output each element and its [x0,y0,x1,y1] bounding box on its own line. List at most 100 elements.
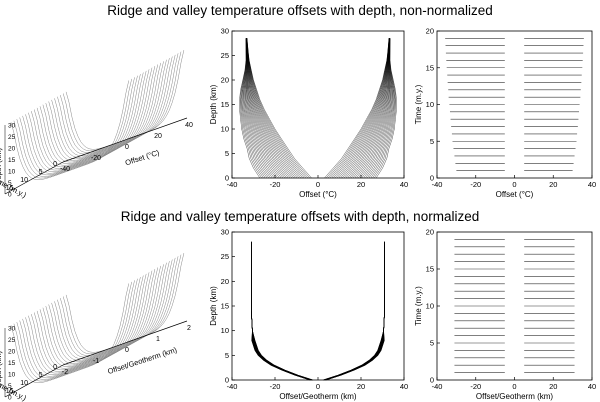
y-tick-label: 15 [221,100,229,109]
depth-tick-label: 20 [8,349,16,356]
x-tick-label: 0 [512,382,516,391]
surface-wire-curve [25,72,144,172]
surface-wire-curve [60,256,179,356]
valley-normalized-curve [251,241,312,381]
y-tick-label: 30 [221,228,229,237]
x-tick-label: 40 [185,122,193,129]
y-tick-label: 15 [221,302,229,311]
valley-normalized-curve [251,241,310,381]
surface-wire-curve [57,257,176,358]
ridge-normalized-curve [324,241,385,381]
surface-wire-curve [48,262,167,363]
x-tick-label: -40 [432,180,443,189]
valley-normalized-curve [251,241,313,381]
time-tick-label: 0 [53,364,57,371]
surface-wire-curve [36,269,156,369]
top-time-offset-plot: -40 -20 0 20 40 0 5 10 15 20 Offset (°C) Time (m.y.… [414,27,596,200]
y-tick-label: 5 [430,137,434,146]
valley-normalized-curve [251,241,311,381]
x-tick-label: 20 [154,133,162,140]
ridge-normalized-curve [323,241,385,381]
y-tick-label: 10 [426,302,434,311]
x-tick-label: -20 [470,382,481,391]
x-tick-label: -40 [60,166,70,173]
depth-tick-label: 5 [8,383,12,390]
x-tick-label: 40 [400,382,408,391]
depth-tick-label: 15 [8,360,16,367]
surface-wire-curve [62,254,182,355]
ridge-normalized-curve [325,241,385,381]
surface-wire-curve [57,54,176,155]
y-tick-label: 15 [426,265,434,274]
x-axis-line [62,117,188,163]
x-axis-line [62,320,188,366]
ridge-offset-curve [365,38,393,179]
depth-tick-label: 10 [8,372,16,379]
depth-tick-label: 0 [8,395,12,402]
x-tick-label: -20 [470,180,481,189]
valley-offset-curve [246,38,291,179]
valley-normalized-curve [251,241,312,381]
ridge-normalized-curve [324,241,385,381]
ridge-offset-curve [340,38,390,179]
time-tick-label: 10 [20,177,28,184]
ridge-offset-curve [345,38,390,179]
depth-tick-label: 20 [8,146,16,153]
depth-axis-label: Depth (km) [0,147,3,185]
surface-wire-curve [65,50,185,150]
depth-tick-label: 0 [8,192,12,199]
x-tick-label: 0 [125,144,129,151]
x-tick-label: -1 [93,358,99,365]
ridge-offset-curve [349,38,390,179]
bottom-depth-offset-plot: -40 -20 0 20 40 0 5 10 15 20 25 30 Offset/Geotherm (… [209,228,408,402]
x-axis-label: Offset (°C) [299,190,337,199]
surface-wire-curve [28,273,147,374]
time-tick-label: 5 [39,372,43,379]
y-tick-label: 10 [221,125,229,134]
valley-normalized-curve [251,241,313,381]
depth-tick-label: 30 [8,123,16,130]
valley-offset-curve [246,38,312,179]
x-tick-label: 0 [316,180,320,189]
y-tick-label: 10 [426,100,434,109]
y-axis-label: Time (m.y.) [414,84,423,124]
surface-wire-curve [48,59,167,160]
x-tick-label: -20 [270,180,281,189]
time-tick-label: 10 [20,380,28,387]
y-tick-label: 0 [225,376,229,385]
valley-normalized-curve [251,241,311,381]
x-tick-label: 40 [588,382,596,391]
surface-wire-curve [22,277,141,377]
ridge-normalized-curve [323,241,385,381]
x-tick-label: 2 [187,325,191,332]
x-tick-label: 1 [156,336,160,343]
valley-normalized-curve [251,241,311,381]
time-axis-line [4,364,64,398]
ridge-normalized-curve [322,241,385,381]
ridge-normalized-curve [325,241,385,381]
time-tick-label: 15 [6,388,14,395]
depth-tick-label: 25 [8,134,16,141]
y-axis-label: Depth (km) [209,84,218,124]
time-tick-label: 5 [39,169,43,176]
valley-offset-curve [246,38,296,179]
depth-tick-label: 5 [8,180,12,187]
surface-wire-curve [25,275,144,375]
x-tick-label: -20 [270,382,281,391]
surface-wire-curve [65,253,185,353]
y-tick-label: 15 [426,63,434,72]
surface-wire-curve [45,264,164,364]
y-tick-label: 5 [225,351,229,360]
ridge-normalized-curve [326,241,385,381]
y-tick-label: 20 [221,76,229,85]
ridge-normalized-curve [323,241,385,381]
x-tick-label: -40 [227,180,238,189]
x-tick-label: 40 [400,180,408,189]
ridge-normalized-curve [323,241,385,381]
y-tick-label: 5 [430,339,434,348]
surface-wire-curve [10,283,130,383]
valley-normalized-curve [251,241,311,381]
